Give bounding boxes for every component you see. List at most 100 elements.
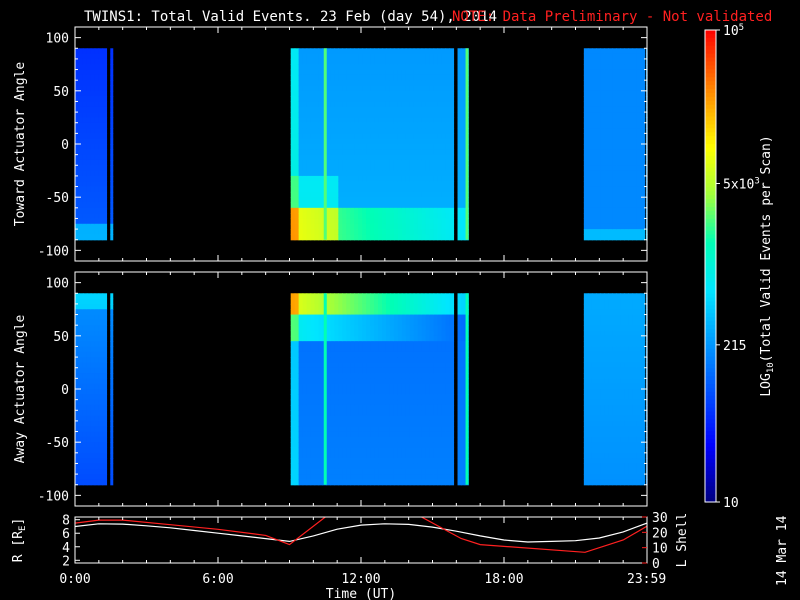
heatmap-cell bbox=[314, 181, 320, 188]
heatmap-cell bbox=[334, 474, 339, 481]
heatmap-cell bbox=[110, 149, 114, 156]
heatmap-cell bbox=[86, 106, 92, 113]
heatmap-cell bbox=[640, 122, 646, 129]
heatmap-cell bbox=[449, 367, 455, 374]
heatmap-cell bbox=[346, 117, 351, 124]
heatmap-cell bbox=[628, 426, 634, 433]
heatmap-cell bbox=[382, 351, 387, 358]
heatmap-cell bbox=[389, 357, 395, 364]
heatmap-cell bbox=[90, 58, 96, 65]
heatmap-cell bbox=[90, 420, 96, 427]
heatmap-cell bbox=[98, 293, 104, 300]
heatmap-cell bbox=[409, 351, 415, 358]
heatmap-cell bbox=[94, 223, 100, 230]
heatmap-cell bbox=[632, 335, 638, 342]
heatmap-cell bbox=[82, 64, 88, 71]
heatmap-cell bbox=[290, 207, 296, 214]
heatmap-cell bbox=[616, 149, 621, 156]
heatmap-cell bbox=[405, 325, 411, 332]
heatmap-cell bbox=[294, 149, 300, 156]
heatmap-cell bbox=[616, 410, 621, 417]
heatmap-cell bbox=[366, 367, 371, 374]
heatmap-cell bbox=[318, 149, 324, 156]
heatmap-cell bbox=[354, 458, 359, 465]
heatmap-cell bbox=[421, 330, 427, 337]
heatmap-cell bbox=[441, 367, 447, 374]
heatmap-cell bbox=[314, 138, 320, 145]
heatmap-cell bbox=[389, 436, 395, 443]
heatmap-cell bbox=[591, 468, 597, 475]
heatmap-cell bbox=[110, 447, 114, 454]
heatmap-cell bbox=[330, 80, 335, 87]
heatmap-cell bbox=[591, 404, 597, 411]
heatmap-cell bbox=[310, 426, 316, 433]
heatmap-cell bbox=[370, 378, 375, 385]
heatmap-cell bbox=[326, 74, 331, 81]
heatmap-cell bbox=[385, 101, 391, 108]
heatmap-cell bbox=[583, 452, 589, 459]
heatmap-cell bbox=[298, 133, 304, 140]
heatmap-cell bbox=[620, 293, 625, 300]
heatmap-cell bbox=[591, 463, 597, 470]
heatmap-cell bbox=[358, 69, 363, 76]
heatmap-cell bbox=[417, 309, 423, 316]
heatmap-cell bbox=[437, 229, 443, 236]
heatmap-cell bbox=[401, 373, 407, 379]
heatmap-cell bbox=[457, 159, 462, 166]
heatmap-cell bbox=[302, 341, 308, 348]
heatmap-cell bbox=[616, 133, 621, 140]
heatmap-cell bbox=[417, 394, 423, 401]
heatmap-cell bbox=[78, 101, 84, 108]
heatmap-cell bbox=[110, 378, 114, 385]
heatmap-cell bbox=[314, 389, 320, 395]
heatmap-cell bbox=[75, 426, 80, 433]
heatmap-cell bbox=[457, 351, 462, 358]
heatmap-cell bbox=[620, 133, 625, 140]
heatmap-cell bbox=[632, 234, 638, 241]
heatmap-cell bbox=[294, 293, 300, 300]
heatmap-cell bbox=[330, 378, 335, 385]
heatmap-cell bbox=[82, 154, 88, 161]
heatmap-cell bbox=[370, 415, 375, 422]
heatmap-cell bbox=[358, 213, 363, 220]
heatmap-cell bbox=[405, 175, 411, 182]
heatmap-cell bbox=[350, 394, 355, 401]
heatmap-cell bbox=[445, 202, 451, 209]
heatmap-cell bbox=[310, 383, 316, 390]
heatmap-cell bbox=[342, 223, 347, 230]
heatmap-cell bbox=[310, 314, 316, 321]
heatmap-cell bbox=[338, 85, 343, 92]
heatmap-cell bbox=[449, 64, 455, 71]
heatmap-cell bbox=[338, 186, 343, 193]
heatmap-cell bbox=[608, 117, 613, 124]
heatmap-cell bbox=[632, 325, 638, 332]
heatmap-cell bbox=[401, 335, 407, 342]
heatmap-cell bbox=[306, 117, 312, 124]
heatmap-cell bbox=[354, 159, 359, 166]
heatmap-cell bbox=[425, 346, 431, 353]
heatmap-cell bbox=[110, 335, 114, 342]
heatmap-cell bbox=[330, 362, 335, 369]
heatmap-cell bbox=[441, 138, 447, 145]
heatmap-cell bbox=[78, 149, 84, 156]
heatmap-cell bbox=[94, 415, 100, 422]
heatmap-cell bbox=[409, 399, 415, 406]
heatmap-cell bbox=[417, 80, 423, 87]
heatmap-cell bbox=[310, 351, 316, 358]
heatmap-cell bbox=[612, 191, 617, 198]
heatmap-cell bbox=[318, 335, 324, 342]
heatmap-cell bbox=[338, 346, 343, 353]
heatmap-cell bbox=[409, 133, 415, 140]
heatmap-cell bbox=[110, 53, 114, 60]
heatmap-cell bbox=[110, 229, 114, 236]
heatmap-cell bbox=[342, 58, 347, 65]
heatmap-cell bbox=[417, 85, 423, 92]
heatmap-cell bbox=[326, 186, 331, 193]
heatmap-cell bbox=[318, 117, 324, 124]
heatmap-cell bbox=[401, 186, 407, 193]
heatmap-cell bbox=[346, 293, 351, 300]
heatmap-cell bbox=[624, 399, 630, 406]
heatmap-cell bbox=[591, 234, 597, 241]
heatmap-cell bbox=[401, 330, 407, 337]
heatmap-cell bbox=[338, 335, 343, 342]
